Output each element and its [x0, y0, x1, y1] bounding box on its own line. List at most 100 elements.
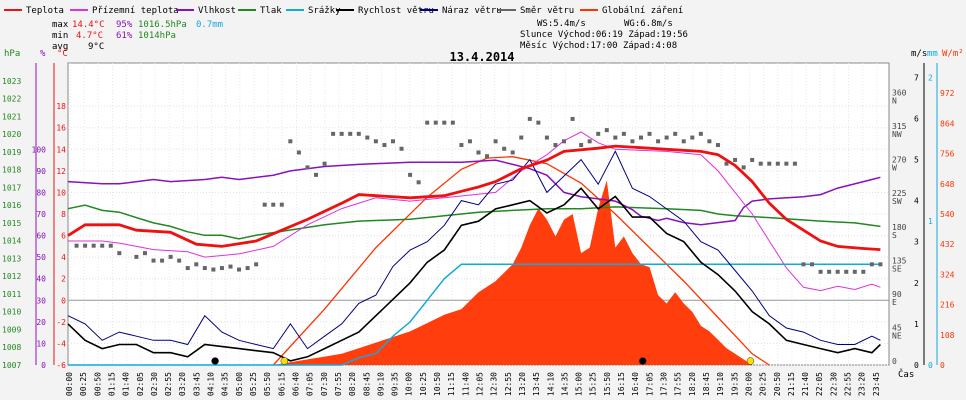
stats-max-label: max — [52, 20, 69, 30]
wind-dir-point — [519, 135, 524, 140]
wind-dir-point — [314, 172, 319, 177]
wind-dir-point — [621, 131, 626, 136]
wind-dir-point — [331, 131, 336, 136]
tick-percent: 20 — [36, 318, 46, 327]
tick-x: 05:50 — [263, 372, 272, 396]
legend-label: Srážky — [308, 6, 341, 16]
axis-label-celsius: °C — [57, 49, 68, 59]
axis-label-percent: % — [40, 49, 46, 59]
tick-wm2: 216 — [940, 301, 955, 310]
tick-mm: 1 — [928, 217, 933, 226]
tick-x: 19:35 — [730, 372, 739, 396]
tick-percent: 90 — [36, 167, 46, 176]
legend-label: Náraz větru — [442, 6, 502, 16]
tick-ms: 4 — [914, 197, 919, 206]
tick-wind-dir: SE — [892, 264, 902, 273]
tick-wind-dir: 45 — [892, 323, 902, 332]
tick-x: 15:50 — [603, 372, 612, 396]
tick-x: 02:05 — [136, 372, 145, 396]
stats-block: max 14.4°C 95% 1016.5hPa 0.7mm min 4.7°C… — [52, 19, 688, 52]
tick-celsius: -4 — [56, 339, 66, 348]
tick-x: 06:40 — [291, 372, 300, 396]
wind-dir-point — [690, 135, 695, 140]
axis-label-wm2: W/m² — [942, 49, 964, 59]
legend-label: Vlhkost — [198, 6, 236, 16]
stats-max-hum: 95% — [116, 20, 133, 30]
wind-dir-point — [134, 254, 139, 259]
tick-celsius: 18 — [56, 102, 66, 111]
tick-x: 16:40 — [631, 372, 640, 396]
tick-wm2: 108 — [940, 331, 955, 340]
tick-x: 20:25 — [759, 372, 768, 396]
tick-hpa: 1019 — [2, 148, 21, 157]
legend-label: Globální záření — [602, 6, 683, 16]
tick-hpa: 1007 — [2, 361, 21, 370]
tick-hpa: 1018 — [2, 166, 21, 175]
tick-wind-dir: NW — [892, 130, 902, 139]
tick-percent: 50 — [36, 253, 46, 262]
wind-dir-point — [356, 131, 361, 136]
stats-avg-temp: 9°C — [88, 42, 104, 52]
wind-dir-point — [408, 172, 413, 177]
stats-min-temp: 4.7°C — [76, 31, 103, 41]
tick-celsius: 12 — [56, 167, 66, 176]
tick-x: 12:55 — [504, 372, 513, 396]
tick-x: 10:50 — [433, 372, 442, 396]
series-prizemni-teplota — [68, 131, 881, 292]
tick-celsius: 6 — [61, 232, 66, 241]
tick-x: 08:45 — [362, 372, 371, 396]
wind-dir-point — [245, 266, 250, 271]
tick-wind-dir: S — [892, 231, 897, 240]
wind-dir-point — [142, 251, 147, 256]
tick-ms: 7 — [914, 73, 919, 82]
wind-dir-point — [399, 146, 404, 151]
tick-wind-dir: 135 — [892, 256, 907, 265]
tick-x: 11:40 — [461, 372, 470, 396]
series-srazky — [68, 263, 881, 366]
wind-dir-point — [562, 139, 567, 144]
tick-x: 15:25 — [589, 372, 598, 396]
wind-dir-point — [784, 161, 789, 166]
tick-celsius: 4 — [61, 253, 66, 262]
wind-dir-point — [237, 267, 242, 272]
tick-wind-dir: 180 — [892, 223, 907, 232]
stats-min-label: min — [52, 31, 68, 41]
tick-celsius: 10 — [56, 188, 66, 197]
series-rychlost-vetru — [67, 187, 881, 362]
tick-hpa: 1013 — [2, 254, 21, 263]
wind-dir-point — [168, 254, 173, 259]
tick-hpa: 1012 — [2, 272, 21, 281]
wind-dir-point — [596, 131, 601, 136]
wind-dir-point — [733, 157, 738, 162]
tick-hpa: 1011 — [2, 290, 21, 299]
tick-percent: 60 — [36, 232, 46, 241]
wind-dir-point — [792, 161, 797, 166]
wind-dir-point — [228, 264, 233, 269]
wind-dir-point — [741, 165, 746, 170]
wind-dir-point — [271, 202, 276, 207]
tick-celsius: 16 — [56, 124, 66, 133]
tick-x: 02:55 — [164, 372, 173, 396]
axis-label-hpa: hPa — [4, 49, 20, 59]
tick-x: 06:15 — [277, 372, 286, 396]
tick-celsius: -2 — [56, 318, 66, 327]
tick-x: 12:30 — [490, 372, 499, 396]
legend-label: Směr větru — [520, 6, 574, 16]
wind-dir-point — [544, 135, 549, 140]
stats-max-rain: 0.7mm — [196, 20, 223, 30]
tick-x: 12:05 — [476, 372, 485, 396]
tick-x: 11:15 — [447, 372, 456, 396]
tick-wind-dir: 270 — [892, 156, 907, 165]
tick-hpa: 1015 — [2, 219, 21, 228]
wind-dir-point — [373, 139, 378, 144]
tick-celsius: -6 — [56, 361, 66, 370]
wind-dir-point — [382, 143, 387, 148]
wind-dir-point — [425, 120, 430, 125]
tick-wind-dir: NE — [892, 331, 902, 340]
tick-mm: 0 — [928, 361, 933, 370]
tick-x: 17:30 — [660, 372, 669, 396]
wind-dir-point — [553, 143, 558, 148]
tick-wind-dir: 90 — [892, 290, 902, 299]
tick-x: 13:45 — [532, 372, 541, 396]
wind-dir-point — [442, 120, 447, 125]
